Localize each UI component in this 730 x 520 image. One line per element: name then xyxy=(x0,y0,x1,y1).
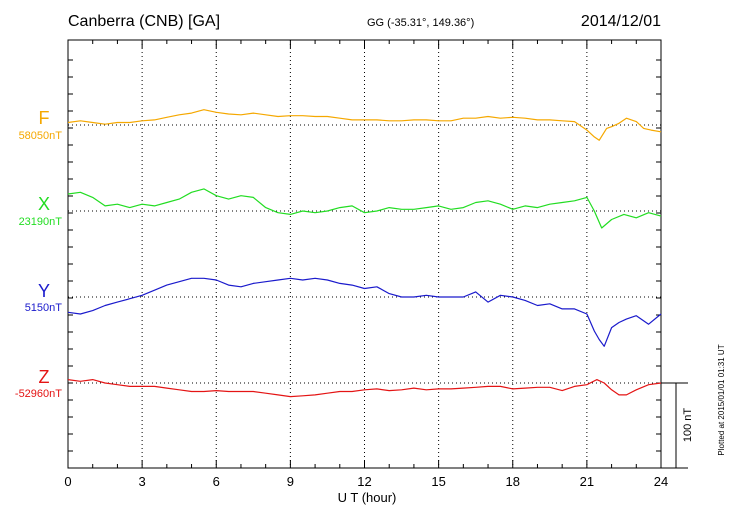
series-layer xyxy=(67,109,662,398)
date-label: 2014/12/01 xyxy=(581,13,661,30)
series-line-y xyxy=(67,277,662,347)
channel-name-y: Y xyxy=(38,281,50,301)
plotted-timestamp: Plotted at 2015/01/01 01:31 UT xyxy=(717,344,726,455)
x-tick-label: 9 xyxy=(287,474,294,489)
x-tick-label: 3 xyxy=(139,474,146,489)
x-tick-label: 15 xyxy=(431,474,445,489)
channel-name-z: Z xyxy=(39,367,50,387)
series-line-f xyxy=(67,109,662,141)
scale-bar: 100 nT xyxy=(661,382,694,469)
x-tick-label: 24 xyxy=(654,474,668,489)
channel-name-f: F xyxy=(39,108,50,128)
station-title: Canberra (CNB) [GA] xyxy=(68,13,220,30)
scale-bar-label: 100 nT xyxy=(682,408,694,443)
coordinates-label: GG (-35.31°, 149.36°) xyxy=(367,17,474,29)
channel-baseline-x: 23190nT xyxy=(19,216,63,228)
channel-baseline-z: -52960nT xyxy=(15,388,62,400)
channel-baseline-f: 58050nT xyxy=(19,130,63,142)
x-tick-label: 12 xyxy=(357,474,371,489)
channel-name-x: X xyxy=(38,194,50,214)
x-tick-label: 21 xyxy=(580,474,594,489)
series-line-z xyxy=(67,379,662,398)
series-line-x xyxy=(67,188,662,229)
x-tick-label: 6 xyxy=(213,474,220,489)
grid-layer xyxy=(68,40,661,468)
tick-layer: 0 3 6 9 12 15 18 21 24 xyxy=(64,40,668,489)
channel-baseline-y: 5150nT xyxy=(25,302,63,314)
x-tick-label: 18 xyxy=(506,474,520,489)
x-axis-title: U T (hour) xyxy=(338,490,397,505)
x-tick-label: 0 xyxy=(64,474,71,489)
